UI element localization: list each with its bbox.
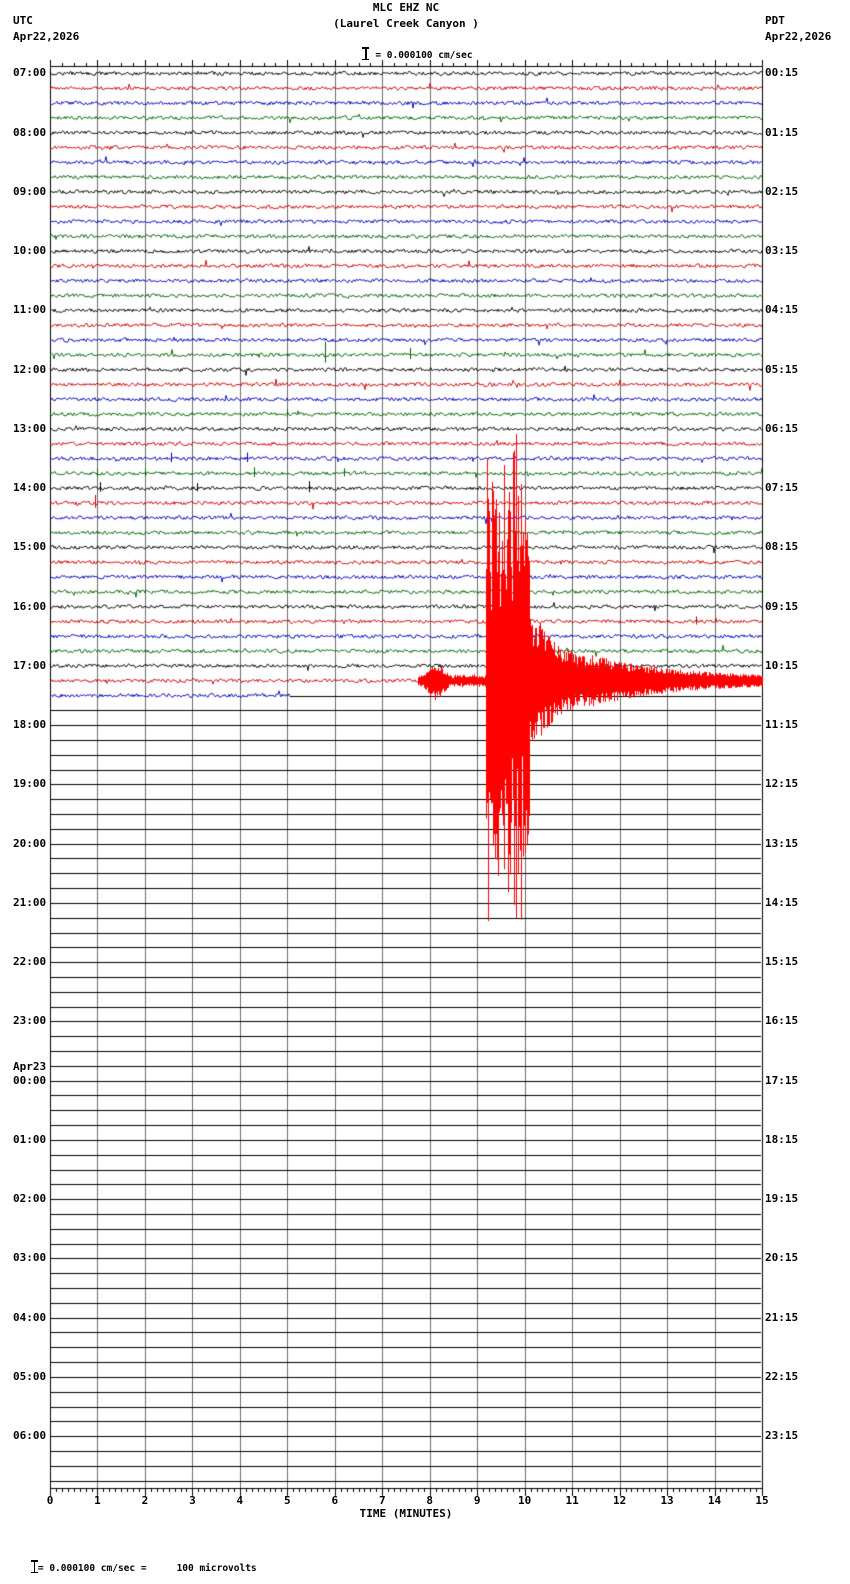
hour-label-utc: 20:00 (13, 836, 47, 850)
hour-label-pdt: 13:15 (765, 836, 799, 850)
hour-label-utc: 13:00 (13, 421, 47, 435)
hour-label-utc: 10:00 (13, 244, 47, 258)
station-title: MLC EHZ NC (372, 1, 440, 14)
hour-label-pdt: 09:15 (765, 599, 799, 613)
pdt-date: Apr22,2026 (765, 30, 832, 43)
minute-tick-label: 10 (518, 1494, 532, 1507)
hour-label-utc: 08:00 (13, 125, 47, 139)
hour-label-utc: 01:00 (13, 1132, 47, 1146)
footer-value-text: 100 microvolts (176, 1563, 257, 1574)
hour-label-utc: 12:00 (13, 362, 47, 376)
hour-label-pdt: 21:15 (765, 1310, 799, 1324)
minute-tick-label: 6 (331, 1494, 339, 1507)
minute-tick-label: 2 (141, 1494, 149, 1507)
hour-label-pdt: 20:15 (765, 1251, 799, 1265)
footer-scale-note: = 0.000100 cm/sec = 100 microvolts (8, 1548, 257, 1584)
minute-tick-label: 7 (378, 1494, 386, 1507)
hour-label-utc: 15:00 (13, 540, 47, 554)
hour-label-utc: 03:00 (13, 1251, 47, 1265)
hour-label-pdt: 17:15 (765, 1073, 799, 1087)
footer-scale-text: = 0.000100 cm/sec = (37, 1563, 147, 1574)
hour-label-utc: 02:00 (13, 1192, 47, 1206)
minute-tick-label: 1 (94, 1494, 101, 1507)
hour-label-pdt: 01:15 (765, 125, 799, 139)
footer-ibeam-icon (30, 1560, 38, 1573)
minute-tick-label: 3 (189, 1494, 196, 1507)
hour-label-pdt: 02:15 (765, 184, 799, 198)
scale-ibeam-icon (362, 47, 370, 60)
hour-label-pdt: 16:15 (765, 1014, 799, 1028)
hour-label-pdt: 00:15 (765, 66, 799, 80)
hour-label-utc: 00:00 (13, 1073, 47, 1087)
hour-label-utc: 05:00 (13, 1369, 47, 1383)
utc-date: Apr22,2026 (13, 30, 80, 43)
minute-tick-label: 4 (236, 1494, 244, 1507)
minute-tick-label: 8 (426, 1494, 434, 1507)
hour-label-utc: 07:00 (13, 66, 47, 80)
hour-label-pdt: 05:15 (765, 362, 799, 376)
hour-label-utc: 06:00 (13, 1429, 47, 1443)
hour-label-pdt: 15:15 (765, 955, 799, 969)
hour-label-utc: 11:00 (13, 303, 47, 317)
utc-label: UTC (13, 14, 33, 27)
hour-label-pdt: 12:15 (765, 777, 799, 791)
scale-legend: = 0.000100 cm/sec (0, 35, 812, 74)
minute-tick-label: 15 (755, 1494, 769, 1507)
minute-tick-label: 13 (660, 1494, 674, 1507)
hour-label-pdt: 06:15 (765, 421, 799, 435)
minute-tick-label: 12 (612, 1494, 627, 1507)
hour-label-utc: 17:00 (13, 658, 47, 672)
hour-label-pdt: 14:15 (765, 895, 799, 909)
hour-label-utc: 19:00 (13, 777, 47, 791)
hour-label-pdt: 22:15 (765, 1369, 799, 1383)
hour-label-utc: 14:00 (13, 481, 47, 495)
scale-text: = 0.000100 cm/sec (375, 50, 473, 61)
time-axis-label: TIME (MINUTES) (359, 1507, 453, 1520)
hour-label-pdt: 10:15 (765, 658, 799, 672)
hour-label-utc: 23:00 (13, 1014, 47, 1028)
hour-label-pdt: 04:15 (765, 303, 799, 317)
date-rollover-label: Apr23 (13, 1059, 47, 1073)
hour-label-pdt: 19:15 (765, 1192, 799, 1206)
hour-label-utc: 16:00 (13, 599, 47, 613)
hour-label-pdt: 11:15 (765, 718, 799, 732)
minute-tick-label: 11 (565, 1494, 579, 1507)
site-subtitle: (Laurel Creek Canyon ) (333, 17, 479, 30)
hour-label-utc: 21:00 (13, 895, 47, 909)
minute-tick-label: 5 (284, 1494, 291, 1507)
hour-label-utc: 22:00 (13, 955, 47, 969)
hour-label-utc: 04:00 (13, 1310, 47, 1324)
hour-label-utc: 09:00 (13, 184, 47, 198)
hour-label-pdt: 07:15 (765, 481, 799, 495)
minute-tick-label: 0 (46, 1494, 54, 1507)
hour-label-pdt: 08:15 (765, 540, 799, 554)
minute-tick-label: 14 (707, 1494, 722, 1507)
hour-label-pdt: 03:15 (765, 244, 799, 258)
hour-label-utc: 18:00 (13, 718, 47, 732)
pdt-label: PDT (765, 14, 785, 27)
hour-label-pdt: 23:15 (765, 1429, 799, 1443)
minute-tick-label: 9 (473, 1494, 481, 1507)
hour-label-pdt: 18:15 (765, 1132, 799, 1146)
